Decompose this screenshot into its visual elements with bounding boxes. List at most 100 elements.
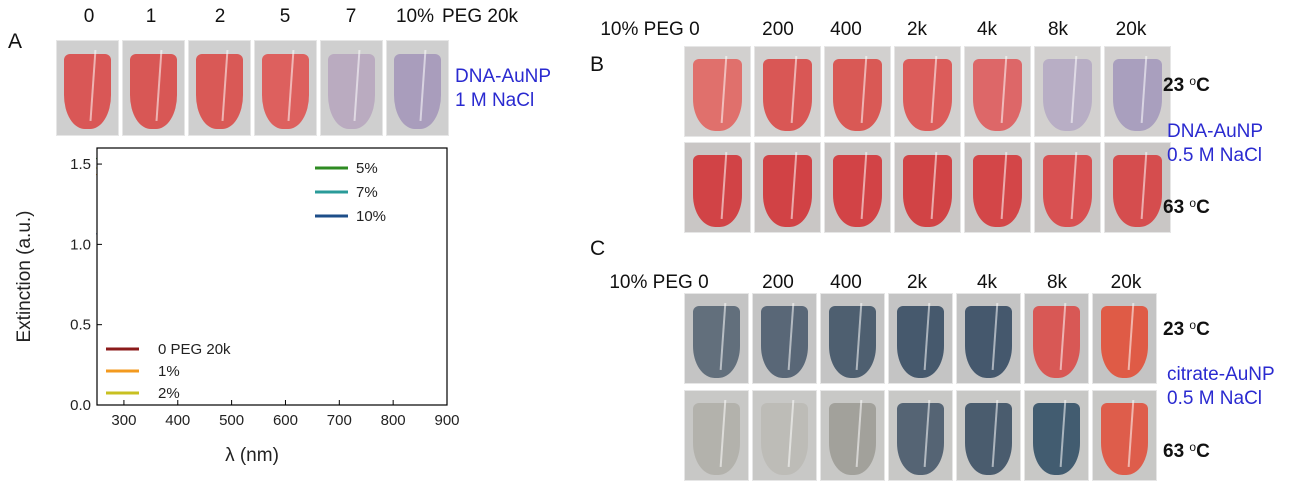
tube-photo [820, 293, 885, 384]
panel-b-temp-63: 63 oC [1163, 196, 1210, 219]
temp-value: 23 [1163, 75, 1185, 96]
legend-label: 1% [158, 363, 180, 380]
panel-c-label-0: 10% PEG 0 [609, 272, 709, 293]
panel-c-letter: C [590, 237, 606, 260]
salt-concentration: 1 M NaCl [455, 89, 535, 111]
panel-a-label-5: 10% [395, 6, 435, 27]
temp-value: 63 [1163, 441, 1185, 462]
tube-photo [684, 390, 749, 481]
panel-b-label-5: 8k [1047, 19, 1069, 40]
sample-type: citrate-AuNP [1167, 364, 1275, 385]
legend-label: 0 PEG 20k [158, 341, 231, 358]
panel-a-label-6: PEG 20k [441, 6, 519, 27]
panel-c-label-3: 2k [906, 272, 928, 293]
tube-photo [752, 293, 817, 384]
panel-a-label-3: 5 [279, 6, 291, 27]
tube-photo [122, 40, 185, 136]
y-tick-label: 1.0 [70, 236, 91, 253]
tube-photo [888, 390, 953, 481]
tube-photo [824, 46, 891, 137]
panel-c-row-63c [684, 390, 1157, 481]
x-tick-label: 800 [381, 412, 406, 429]
tube-photo [320, 40, 383, 136]
panel-b-row-63c [684, 142, 1171, 233]
salt-concentration: 0.5 M NaCl [1167, 387, 1263, 409]
tube-photo [894, 142, 961, 233]
tube-photo [1104, 46, 1171, 137]
x-tick-label: 900 [434, 412, 459, 429]
tube-photo [752, 390, 817, 481]
panel-c-label-5: 8k [1046, 272, 1068, 293]
legend-label: 5% [356, 160, 378, 177]
panel-c-labels: 10% PEG 0 200 400 2k 4k 8k 20k [0, 272, 1307, 294]
panel-b-label-3: 2k [906, 19, 928, 40]
panel-b-label-0: 10% PEG 0 [600, 19, 700, 40]
extinction-chart: 300 400 500 600 700 800 900 0.0 0.5 1.0 1.5 λ (nm) E… [14, 147, 460, 466]
panel-c-temp-23: 23 oC [1163, 318, 1210, 341]
panel-b-label-1: 200 [762, 19, 794, 40]
tube-photo [1024, 293, 1089, 384]
tube-photo [1104, 142, 1171, 233]
tube-photo [1024, 390, 1089, 481]
panel-b-label-4: 4k [976, 19, 998, 40]
panel-b-sample-label: DNA-AuNP 0.5 M NaCl [1167, 120, 1263, 168]
panel-c-row-23c [684, 293, 1157, 384]
tube-photo [824, 142, 891, 233]
y-tick-label: 0.5 [70, 317, 91, 334]
panel-c-label-6: 20k [1110, 272, 1142, 293]
legend-label: 10% [356, 208, 386, 225]
x-tick-label: 500 [219, 412, 244, 429]
panel-b-label-6: 20k [1115, 19, 1147, 40]
legend-label: 7% [356, 184, 378, 201]
panel-b-letter: B [590, 53, 605, 76]
panel-c-sample-label: citrate-AuNP 0.5 M NaCl [1167, 363, 1275, 411]
panel-a-labels: 0 1 2 5 7 10% PEG 20k [0, 6, 520, 28]
tube-photo [684, 293, 749, 384]
panel-a-letter: A [8, 30, 23, 53]
tube-photo [1034, 46, 1101, 137]
panel-a-label-2: 2 [214, 6, 226, 27]
x-tick-label: 300 [111, 412, 136, 429]
panel-b-row-23c [684, 46, 1171, 137]
tube-photo [386, 40, 449, 136]
tube-photo [1092, 293, 1157, 384]
x-axis-label: λ (nm) [225, 445, 279, 466]
tube-photo [188, 40, 251, 136]
x-tick-label: 700 [327, 412, 352, 429]
y-axis-label: Extinction (a.u.) [14, 211, 35, 343]
tube-photo [754, 46, 821, 137]
x-tick-label: 400 [165, 412, 190, 429]
panel-c-label-2: 400 [830, 272, 862, 293]
temp-value: 23 [1163, 319, 1185, 340]
panel-a-label-1: 1 [145, 6, 157, 27]
legend-label: 2% [158, 385, 180, 402]
temp-value: 63 [1163, 197, 1185, 218]
salt-concentration: 0.5 M NaCl [1167, 144, 1263, 166]
tube-photo [1092, 390, 1157, 481]
tube-photo [964, 142, 1031, 233]
temp-unit: C [1196, 319, 1210, 340]
panel-b-temp-23: 23 oC [1163, 74, 1210, 97]
tube-photo [684, 46, 751, 137]
panel-c-temp-63: 63 oC [1163, 440, 1210, 463]
tube-photo [684, 142, 751, 233]
temp-unit: C [1196, 197, 1210, 218]
temp-degree: o [1189, 440, 1197, 454]
panel-b-labels: 10% PEG 0 200 400 2k 4k 8k 20k [0, 19, 1307, 41]
tube-photo [820, 390, 885, 481]
temp-degree: o [1189, 196, 1197, 210]
panel-c-label-1: 200 [762, 272, 794, 293]
panel-a-sample-label: DNA-AuNP 1 M NaCl [455, 65, 551, 113]
panel-a-tube-strip [56, 40, 449, 136]
panel-c-label-4: 4k [976, 272, 998, 293]
panel-a-label-0: 0 [83, 6, 95, 27]
y-tick-label: 0.0 [70, 397, 91, 414]
temp-unit: C [1196, 75, 1210, 96]
tube-photo [1034, 142, 1101, 233]
temp-degree: o [1189, 318, 1197, 332]
tube-photo [754, 142, 821, 233]
y-tick-label: 1.5 [70, 156, 91, 173]
tube-photo [254, 40, 317, 136]
x-tick-label: 600 [273, 412, 298, 429]
tube-photo [888, 293, 953, 384]
